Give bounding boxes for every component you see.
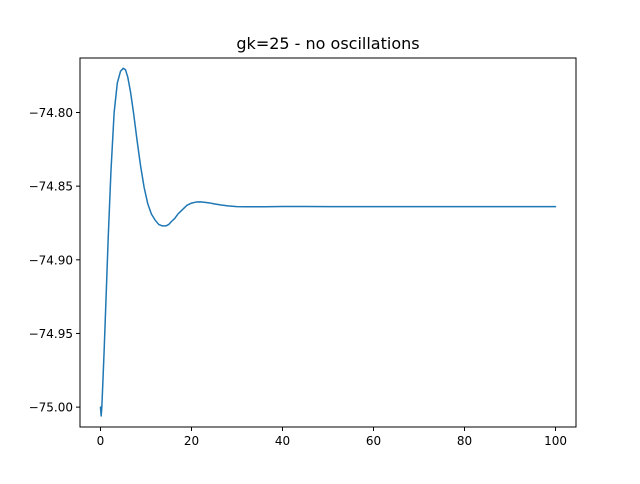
y-tick-label: −75.00 <box>29 401 73 415</box>
x-tick-label: 80 <box>457 434 472 448</box>
x-tick-label: 20 <box>184 434 199 448</box>
chart-title: gk=25 - no oscillations <box>236 34 419 53</box>
x-tick-label: 0 <box>97 434 105 448</box>
series-line <box>99 67 557 417</box>
x-tick-label: 60 <box>366 434 381 448</box>
y-tick-label: −74.85 <box>29 180 73 194</box>
x-axis-ticks: 0 20 40 60 80 100 <box>97 427 567 448</box>
x-tick-label: 100 <box>544 434 567 448</box>
y-axis-ticks: −75.00 −74.95 −74.90 −74.85 −74.80 <box>29 106 80 415</box>
y-tick-label: −74.90 <box>29 253 73 267</box>
plot-area <box>99 67 557 417</box>
y-tick-label: −74.95 <box>29 327 73 341</box>
y-tick-label: −74.80 <box>29 106 73 120</box>
axes-frame <box>79 57 577 428</box>
x-tick-label: 40 <box>275 434 290 448</box>
